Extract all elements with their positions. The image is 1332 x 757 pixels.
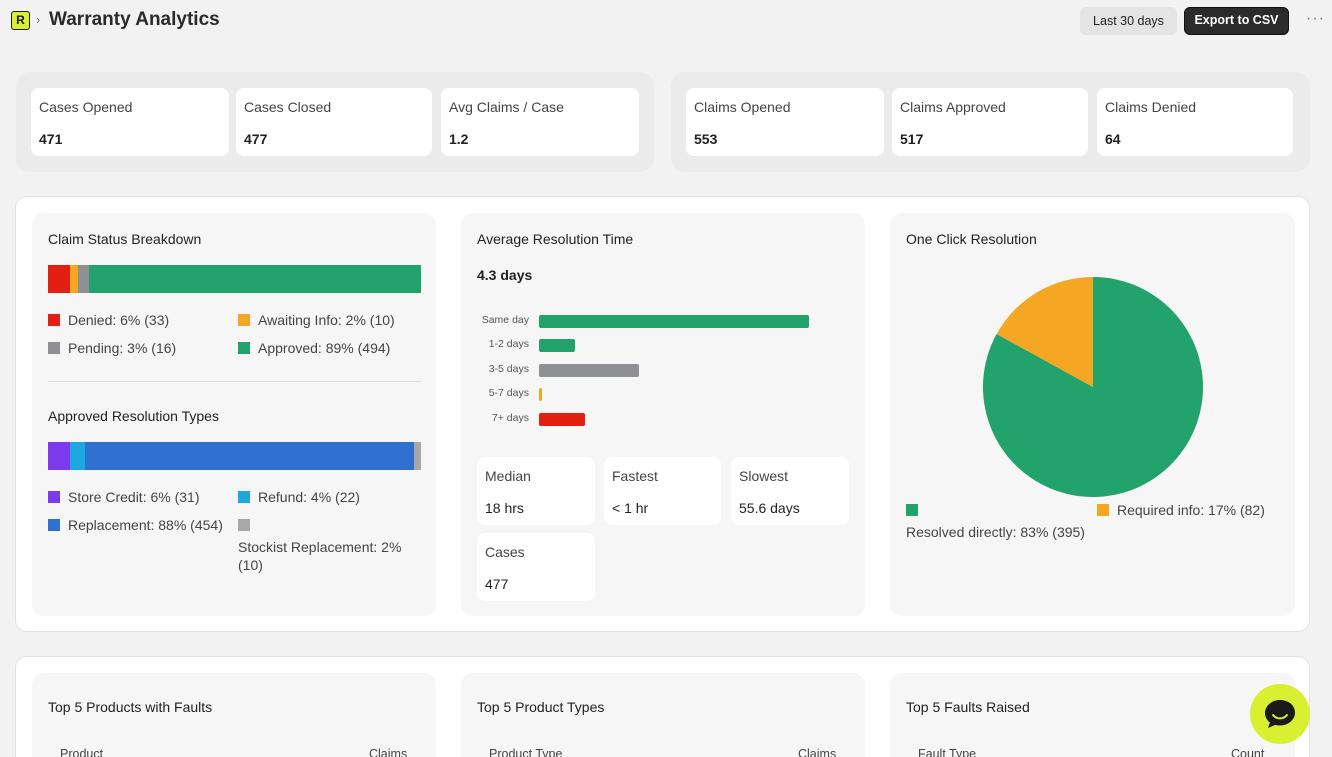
resolution-type-segment-0 — [48, 442, 71, 470]
resolution-bar[interactable] — [539, 388, 542, 402]
legend-swatch — [238, 314, 250, 326]
legend-swatch — [1097, 504, 1109, 516]
stat-cases: Cases 477 — [477, 533, 595, 601]
cases-kpi-group: Cases Opened 471 Cases Closed 477 Avg Cl… — [16, 72, 654, 172]
legend-approved: Approved: 89% (494) — [238, 339, 390, 357]
top-faults-panel: Top 5 Faults Raised Fault Type Count — [890, 673, 1295, 757]
legend-stockist-replacement: Stockist Replacement: 2% (10) — [238, 516, 418, 574]
resolution-bar[interactable] — [539, 363, 639, 377]
legend-swatch — [48, 519, 60, 531]
app-logo[interactable]: R — [11, 11, 30, 30]
legend-replacement: Replacement: 88% (454) — [48, 516, 223, 534]
legend-swatch — [48, 342, 60, 354]
claim-status-segment-3 — [89, 265, 421, 293]
section-divider — [48, 381, 421, 382]
top-faults-title: Top 5 Faults Raised — [906, 699, 1030, 715]
bar-label: Same day — [481, 314, 529, 326]
claim-status-stacked-bar — [48, 265, 421, 293]
bar-label: 1-2 days — [488, 338, 529, 351]
legend-awaiting-info: Awaiting Info: 2% (10) — [238, 311, 395, 329]
resolution-bar[interactable] — [539, 315, 809, 328]
legend-refund: Refund: 4% (22) — [238, 488, 360, 506]
more-options-icon[interactable]: ··· — [1306, 10, 1325, 27]
page-header: R › Warranty Analytics Last 30 days Expo… — [0, 0, 1332, 42]
chat-launcher-button[interactable] — [1250, 684, 1310, 744]
avg-resolution-title: Average Resolution Time — [477, 231, 634, 247]
top-products-panel: Top 5 Products with Faults Product Claim… — [32, 673, 436, 757]
one-click-panel: One Click Resolution Resolved directly: … — [890, 213, 1295, 616]
top5-card: Top 5 Products with Faults Product Claim… — [15, 656, 1310, 757]
date-range-button[interactable]: Last 30 days — [1080, 7, 1177, 35]
breadcrumb-separator: › — [36, 12, 41, 27]
col-header-count[interactable]: Count — [1231, 747, 1265, 757]
one-click-pie-chart — [983, 277, 1203, 497]
bar-label: 3-5 days — [488, 362, 529, 375]
claim-status-segment-0 — [48, 265, 71, 293]
resolution-bar[interactable] — [539, 412, 585, 426]
claim-status-title: Claim Status Breakdown — [48, 231, 202, 247]
bar-label: 5-7 days — [488, 387, 529, 400]
col-header-fault-type[interactable]: Fault Type — [918, 747, 977, 757]
avg-resolution-headline: 4.3 days — [477, 267, 533, 283]
analytics-card: Claim Status Breakdown Denied: 6% (33) A… — [15, 196, 1310, 632]
claim-status-segment-2 — [77, 265, 90, 293]
bar-label: 7+ days — [491, 411, 529, 424]
kpi-claims-opened: Claims Opened 553 — [686, 88, 884, 156]
legend-pending: Pending: 3% (16) — [48, 339, 176, 357]
legend-required-info: Required info: 17% (82) — [1097, 501, 1265, 519]
one-click-title: One Click Resolution — [906, 231, 1037, 247]
claims-kpi-group: Claims Opened 553 Claims Approved 517 Cl… — [671, 72, 1310, 172]
resolution-types-title: Approved Resolution Types — [48, 408, 219, 424]
resolution-bar[interactable] — [539, 339, 575, 353]
resolution-type-segment-3 — [413, 442, 421, 470]
kpi-cases-opened: Cases Opened 471 — [31, 88, 229, 156]
kpi-avg-claims-per-case: Avg Claims / Case 1.2 — [441, 88, 639, 156]
avg-resolution-panel: Average Resolution Time 4.3 days Same da… — [461, 213, 865, 616]
top-product-types-panel: Top 5 Product Types Product Type Claims — [461, 673, 865, 757]
col-header-product-type[interactable]: Product Type — [489, 747, 563, 757]
legend-swatch — [238, 491, 250, 503]
legend-swatch — [906, 504, 918, 516]
pie-slice-required-info[interactable] — [996, 277, 1093, 387]
claim-status-panel: Claim Status Breakdown Denied: 6% (33) A… — [32, 213, 436, 616]
legend-store-credit: Store Credit: 6% (31) — [48, 488, 200, 506]
kpi-claims-denied: Claims Denied 64 — [1097, 88, 1293, 156]
resolution-types-stacked-bar — [48, 442, 421, 470]
col-header-product[interactable]: Product — [60, 747, 104, 757]
claim-status-segment-1 — [70, 265, 78, 293]
top-product-types-title: Top 5 Product Types — [477, 699, 605, 715]
legend-denied: Denied: 6% (33) — [48, 311, 169, 329]
resolution-type-segment-2 — [85, 442, 414, 470]
legend-swatch — [238, 519, 250, 531]
legend-resolved-directly: Resolved directly: 83% (395) — [906, 501, 1106, 541]
col-header-claims[interactable]: Claims — [369, 747, 408, 757]
legend-swatch — [48, 314, 60, 326]
kpi-cases-closed: Cases Closed 477 — [236, 88, 432, 156]
stat-fastest: Fastest < 1 hr — [604, 457, 721, 525]
chat-bubble-icon — [1265, 700, 1295, 728]
stat-slowest: Slowest 55.6 days — [731, 457, 849, 525]
top-products-title: Top 5 Products with Faults — [48, 699, 213, 715]
col-header-claims[interactable]: Claims — [798, 747, 837, 757]
legend-swatch — [48, 491, 60, 503]
resolution-type-segment-1 — [70, 442, 86, 470]
legend-swatch — [238, 342, 250, 354]
kpi-claims-approved: Claims Approved 517 — [892, 88, 1088, 156]
export-csv-button[interactable]: Export to CSV — [1184, 7, 1289, 35]
page-title: Warranty Analytics — [49, 9, 220, 30]
stat-median: Median 18 hrs — [477, 457, 595, 525]
